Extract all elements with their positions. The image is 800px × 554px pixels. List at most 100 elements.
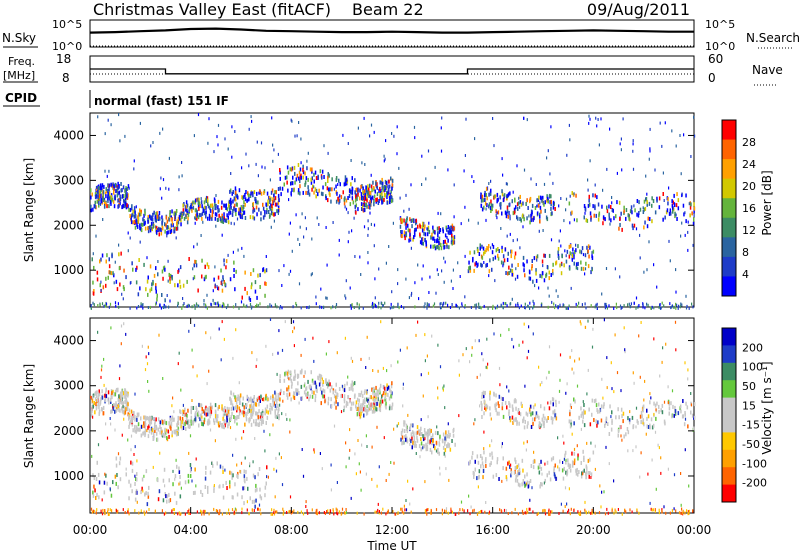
heatmap-cell: [205, 465, 207, 470]
heatmap-cell: [180, 218, 182, 223]
heatmap-cell: [668, 411, 670, 416]
noise-cell: [684, 211, 686, 215]
heatmap-cell: [181, 420, 183, 425]
heatmap-cell: [249, 194, 252, 198]
heatmap-cell: [405, 225, 407, 230]
heatmap-cell: [128, 496, 130, 501]
near-range-cell: [679, 305, 681, 309]
heatmap-cell: [218, 404, 220, 409]
heatmap-cell: [108, 204, 110, 209]
heatmap-cell: [489, 462, 491, 467]
heatmap-cell: [238, 415, 240, 419]
heatmap-cell: [244, 216, 247, 220]
heatmap-cell: [495, 402, 497, 407]
heatmap-cell: [293, 377, 295, 381]
noise-cell: [221, 233, 223, 237]
heatmap-cell: [647, 216, 649, 221]
heatmap-cell: [90, 208, 92, 213]
heatmap-cell: [157, 427, 160, 432]
noise-cell: [342, 387, 344, 391]
heatmap-cell: [351, 187, 354, 192]
noise-cell: [483, 430, 485, 434]
heatmap-cell: [235, 395, 237, 400]
heatmap-cell: [480, 400, 482, 405]
heatmap-cell: [319, 379, 322, 384]
heatmap-cell: [489, 206, 492, 210]
near-range-cell: [221, 304, 223, 308]
heatmap-cell: [527, 421, 529, 426]
near-range-cell: [500, 509, 502, 513]
heatmap-cell: [160, 231, 163, 236]
noise-cell: [509, 214, 511, 218]
heatmap-cell: [150, 416, 152, 421]
heatmap-cell: [197, 215, 200, 220]
noise-cell: [162, 127, 164, 131]
heatmap-cell: [673, 413, 675, 418]
noise-cell: [110, 422, 112, 426]
near-range-cell: [306, 509, 308, 513]
heatmap-cell: [525, 411, 528, 416]
heatmap-cell: [387, 385, 390, 390]
heatmap-cell: [362, 191, 365, 196]
noise-cell: [192, 277, 194, 281]
heatmap-cell: [132, 267, 134, 272]
noise-cell: [142, 489, 144, 493]
near-range-cell: [380, 306, 382, 310]
colorbar-tick-label: 28: [742, 136, 756, 149]
heatmap-cell: [577, 261, 579, 266]
noise-cell: [393, 427, 395, 431]
noise-cell: [255, 162, 257, 166]
heatmap-cell: [365, 411, 368, 416]
heatmap-cell: [136, 222, 138, 227]
noise-cell: [193, 323, 196, 327]
heatmap-cell: [222, 220, 224, 224]
heatmap-cell: [375, 385, 377, 390]
heatmap-cell: [335, 184, 337, 189]
near-range-cell: [215, 302, 217, 306]
noise-cell: [396, 152, 398, 156]
heatmap-cell: [127, 193, 129, 198]
noise-cell: [601, 490, 603, 494]
heatmap-cell: [219, 421, 221, 425]
heatmap-cell: [207, 204, 210, 209]
heatmap-cell: [437, 238, 439, 243]
heatmap-cell: [449, 432, 451, 437]
noise-cell: [152, 141, 154, 144]
heatmap-cell: [360, 411, 362, 416]
heatmap-cell: [107, 390, 110, 395]
noise-cell: [586, 441, 588, 445]
heatmap-cell: [447, 430, 450, 435]
noise-cell: [471, 346, 473, 350]
noise-cell: [374, 303, 376, 307]
near-range-cell: [108, 512, 110, 516]
heatmap-cell: [481, 403, 483, 408]
near-range-cell: [335, 507, 337, 511]
noise-cell: [546, 156, 548, 160]
heatmap-cell: [137, 220, 139, 225]
noise-cell: [473, 422, 475, 426]
heatmap-cell: [153, 426, 156, 431]
noise-cell: [252, 460, 254, 464]
heatmap-cell: [325, 196, 327, 201]
heatmap-cell: [374, 402, 377, 406]
heatmap-cell: [299, 175, 301, 179]
heatmap-cell: [543, 406, 546, 411]
near-range-cell: [142, 306, 144, 310]
noise-cell: [477, 485, 479, 489]
near-range-cell: [118, 305, 120, 309]
heatmap-cell: [108, 187, 110, 192]
noise-cell: [129, 236, 131, 240]
heatmap-cell: [194, 198, 197, 203]
heatmap-cell: [382, 187, 384, 192]
heatmap-cell: [489, 452, 491, 457]
heatmap-cell: [234, 397, 237, 402]
heatmap-cell: [183, 412, 186, 417]
noise-cell: [468, 218, 470, 222]
near-range-cell: [270, 304, 273, 308]
heatmap-cell: [155, 424, 157, 429]
heatmap-cell: [259, 494, 261, 499]
noise-cell: [391, 290, 393, 294]
near-range-cell: [615, 302, 617, 306]
heatmap-cell: [242, 196, 244, 201]
heatmap-cell: [359, 196, 361, 201]
